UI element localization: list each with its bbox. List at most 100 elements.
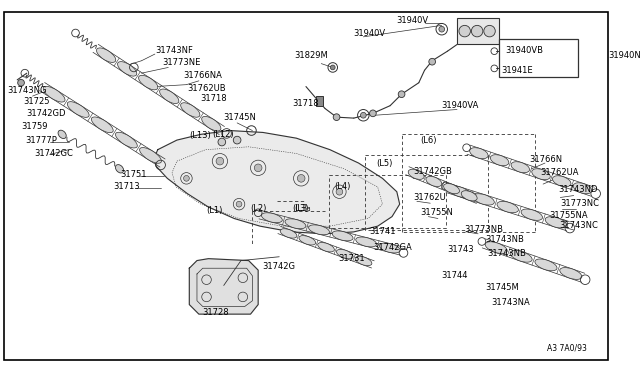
Circle shape (236, 201, 242, 207)
Ellipse shape (159, 89, 179, 103)
Text: 31743NB: 31743NB (488, 249, 527, 259)
Ellipse shape (380, 243, 400, 253)
Text: 31745M: 31745M (486, 283, 520, 292)
Ellipse shape (473, 194, 494, 205)
Ellipse shape (139, 76, 158, 90)
Text: 31762UA: 31762UA (540, 168, 579, 177)
Text: 31743ND: 31743ND (558, 185, 598, 194)
Ellipse shape (511, 162, 529, 173)
Text: 31742GD: 31742GD (27, 109, 67, 118)
Ellipse shape (490, 155, 509, 166)
Ellipse shape (332, 231, 353, 241)
Text: 31941E: 31941E (501, 66, 532, 75)
Text: 31743NF: 31743NF (155, 46, 193, 55)
Text: (L3): (L3) (292, 205, 309, 214)
Text: 31744: 31744 (442, 272, 468, 280)
Ellipse shape (299, 235, 316, 245)
Circle shape (184, 176, 189, 181)
Ellipse shape (308, 225, 330, 235)
Ellipse shape (261, 213, 282, 223)
Ellipse shape (92, 117, 113, 133)
Circle shape (360, 112, 366, 118)
Text: 31718: 31718 (201, 94, 227, 103)
Ellipse shape (356, 237, 376, 247)
Text: 31742GA: 31742GA (373, 243, 412, 252)
Text: 31743NG: 31743NG (8, 86, 47, 95)
Ellipse shape (470, 148, 488, 158)
Circle shape (336, 188, 343, 195)
Ellipse shape (97, 48, 116, 62)
Ellipse shape (444, 183, 460, 194)
Text: (L12): (L12) (212, 130, 234, 139)
Ellipse shape (461, 191, 477, 201)
Ellipse shape (44, 86, 65, 102)
Ellipse shape (573, 183, 592, 194)
Ellipse shape (285, 219, 306, 229)
Text: (L1): (L1) (207, 206, 223, 215)
Circle shape (234, 136, 241, 144)
Circle shape (369, 110, 376, 117)
Text: 31777P: 31777P (25, 136, 57, 145)
Ellipse shape (355, 256, 372, 266)
Text: 31773NC: 31773NC (560, 199, 599, 208)
Text: 31745N: 31745N (224, 113, 257, 122)
Text: (L4): (L4) (335, 182, 351, 190)
Text: 31728: 31728 (203, 308, 229, 317)
Text: 31741: 31741 (369, 227, 396, 236)
Bar (316, 96, 323, 106)
Ellipse shape (449, 186, 470, 198)
Ellipse shape (180, 103, 200, 117)
Text: 31743: 31743 (447, 245, 474, 254)
Ellipse shape (521, 209, 543, 220)
Text: 31718: 31718 (292, 99, 319, 108)
Ellipse shape (115, 132, 138, 148)
Text: 31762U: 31762U (413, 193, 446, 202)
Text: 31940N: 31940N (608, 51, 640, 61)
Ellipse shape (337, 249, 353, 259)
Text: (L3₃: (L3₃ (294, 205, 311, 214)
Text: (L5): (L5) (377, 158, 393, 167)
Ellipse shape (560, 267, 582, 279)
Ellipse shape (118, 62, 137, 76)
Ellipse shape (67, 102, 89, 117)
Text: 31766NA: 31766NA (184, 71, 223, 80)
Circle shape (218, 138, 226, 146)
Ellipse shape (140, 148, 161, 163)
Circle shape (298, 174, 305, 182)
Text: 31773NE: 31773NE (163, 58, 201, 67)
Text: 31762UB: 31762UB (188, 84, 226, 93)
Circle shape (216, 157, 224, 165)
Ellipse shape (115, 165, 124, 173)
Ellipse shape (280, 229, 297, 238)
Ellipse shape (485, 242, 508, 254)
Ellipse shape (497, 201, 518, 213)
Text: 31773NB: 31773NB (465, 225, 504, 234)
Text: 31940V: 31940V (396, 16, 428, 25)
Ellipse shape (535, 259, 557, 271)
Ellipse shape (408, 169, 424, 179)
Polygon shape (155, 131, 399, 234)
Ellipse shape (317, 243, 334, 252)
Text: 31743NB: 31743NB (486, 235, 525, 244)
Circle shape (333, 114, 340, 121)
Text: 31742GB: 31742GB (413, 167, 452, 176)
Text: (L13): (L13) (189, 131, 211, 140)
Text: 31751: 31751 (120, 170, 147, 179)
Circle shape (484, 25, 495, 37)
Text: 31759: 31759 (21, 122, 47, 131)
Circle shape (472, 25, 483, 37)
Circle shape (398, 91, 405, 97)
Ellipse shape (426, 176, 442, 186)
Text: 31829M: 31829M (294, 51, 328, 61)
Text: 31713: 31713 (113, 182, 140, 190)
Text: 31766N: 31766N (530, 155, 563, 164)
Text: 31755NA: 31755NA (549, 211, 588, 220)
Text: 31742G: 31742G (262, 262, 295, 271)
Ellipse shape (510, 250, 532, 262)
Text: (L6): (L6) (420, 136, 437, 145)
Text: (L2): (L2) (250, 205, 267, 214)
Circle shape (459, 25, 470, 37)
Text: 31731: 31731 (339, 254, 365, 263)
Text: 31743NA: 31743NA (492, 298, 530, 307)
Circle shape (439, 26, 445, 32)
